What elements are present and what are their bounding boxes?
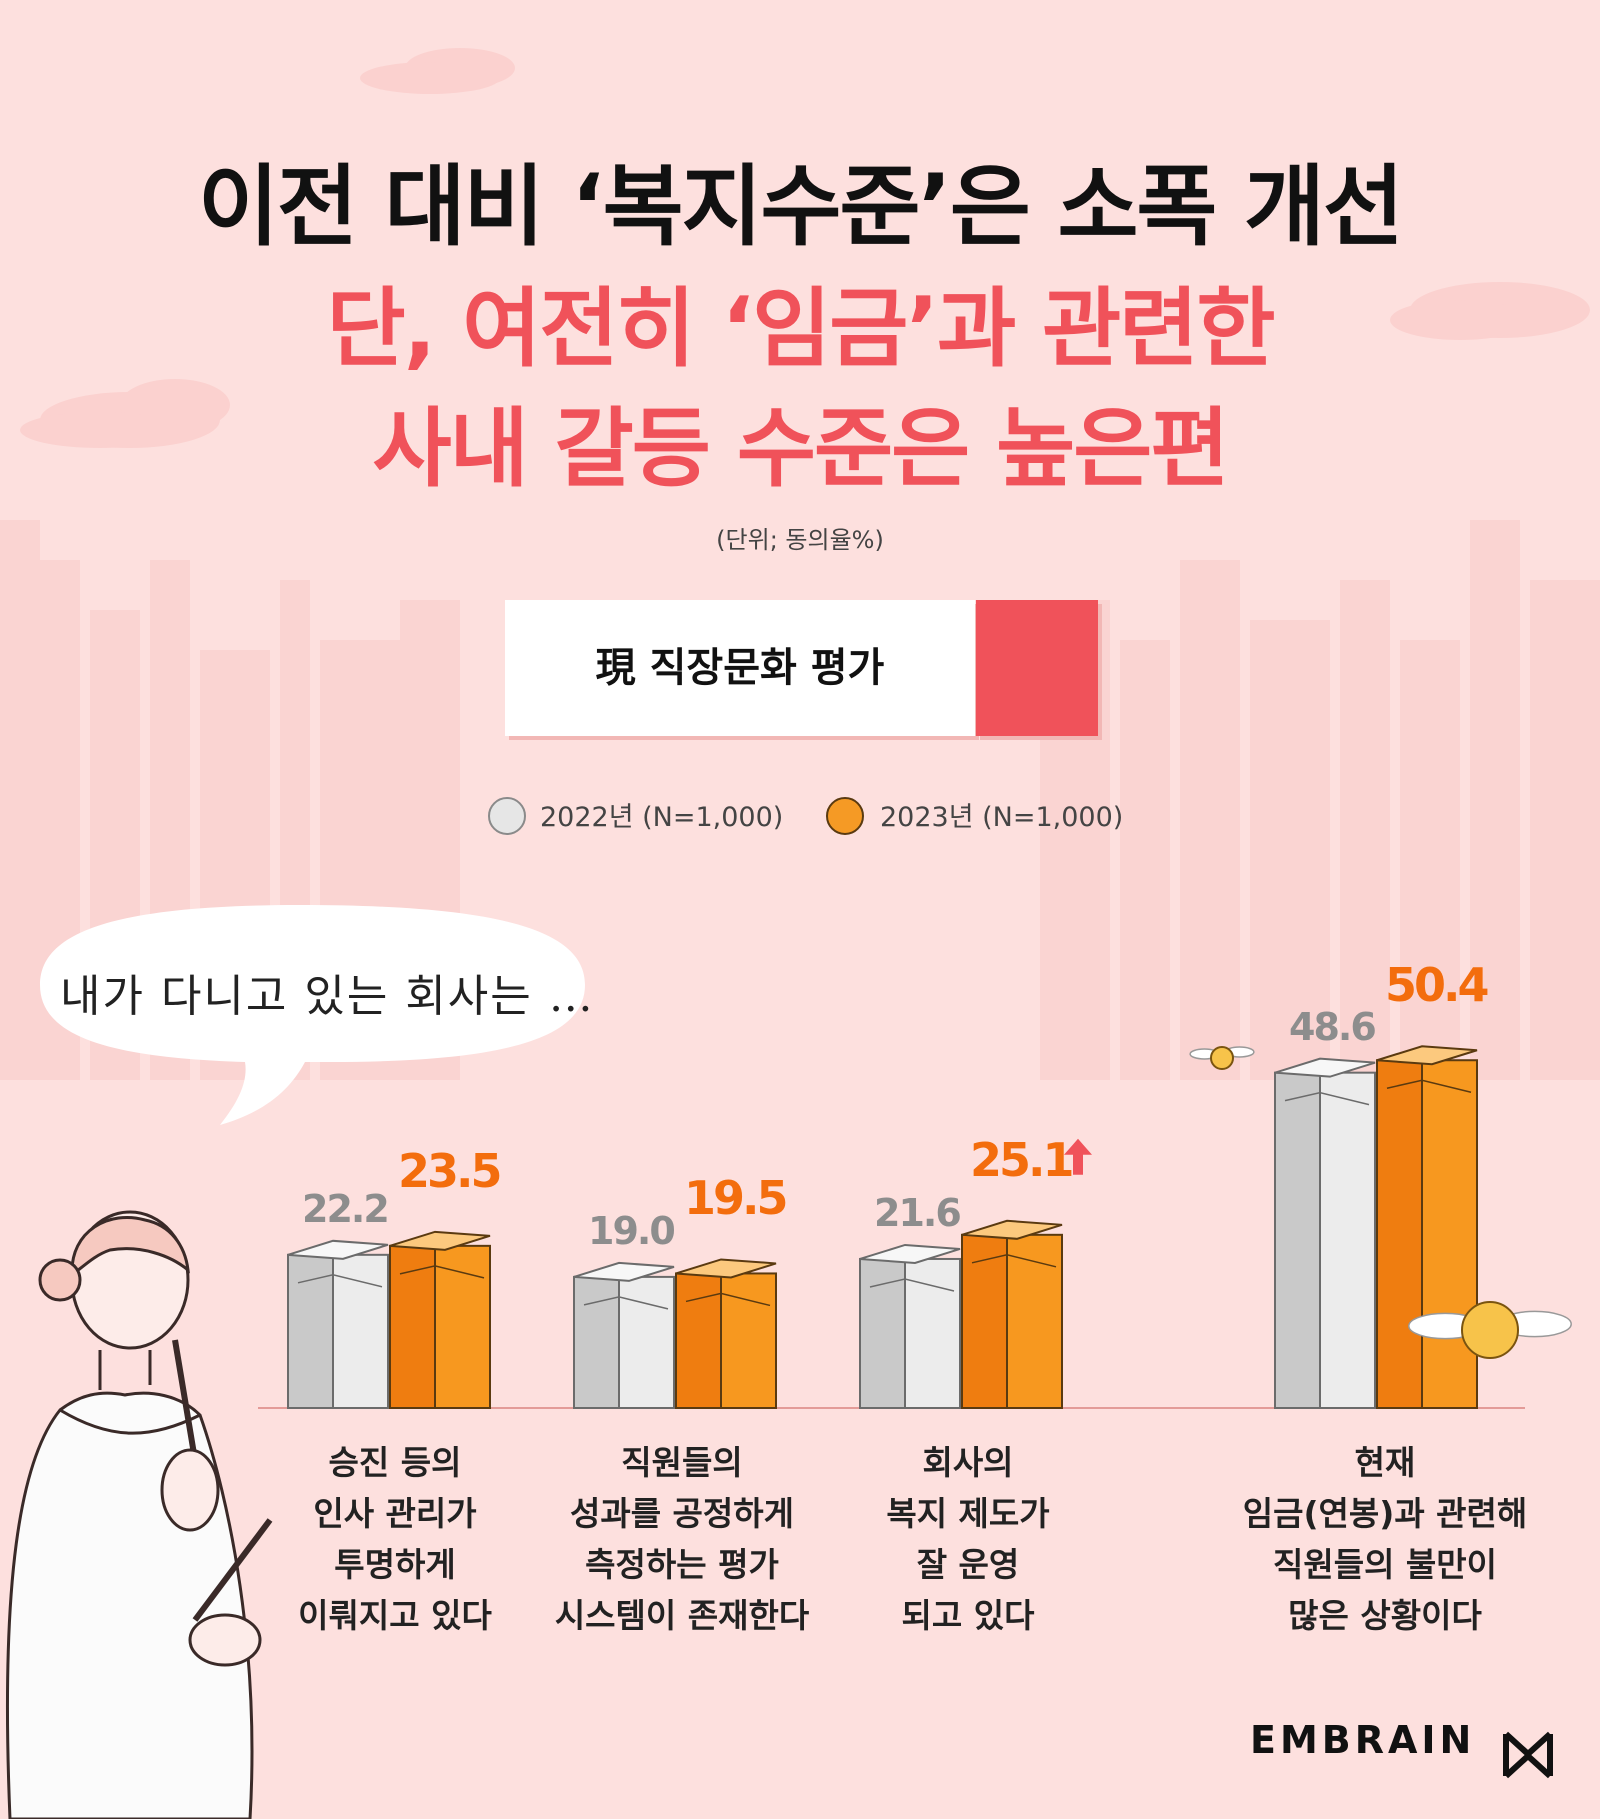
brand-logo: EMBRAIN (1250, 1718, 1475, 1762)
bar-2023-4 (1376, 1045, 1478, 1409)
brand-logo-text: EMBRAIN (1250, 1718, 1476, 1762)
value-label-2023-3: 25.1 (970, 1132, 1074, 1187)
bar-2023-2 (675, 1258, 777, 1409)
value-label-2022-2: 19.0 (588, 1208, 676, 1253)
category-4-line-1: 현재 (1354, 1443, 1416, 1482)
legend-2022-label: 2022년 (N=1,000) (540, 802, 784, 833)
category-label-2: 직원들의 성과를 공정하게 측정하는 평가 시스템이 존재한다 (522, 1437, 842, 1641)
title-line-3: 사내 갈등 수준은 높은편 (372, 399, 1229, 499)
legend-2023-label: 2023년 (N=1,000) (880, 802, 1124, 833)
coin-icon-large (1461, 1301, 1519, 1359)
brand-logo-mark-icon (1503, 1731, 1553, 1779)
title-line-2: 단, 여전히 ‘임금’과 관련한 (326, 279, 1275, 379)
title-line-1: 이전 대비 ‘복지수준’은 소폭 개선 (198, 155, 1404, 258)
legend-2022-swatch (488, 797, 526, 835)
category-1-line-2: 인사 관리가 (313, 1494, 477, 1533)
category-label-3: 회사의 복지 제도가 잘 운영 되고 있다 (808, 1437, 1128, 1641)
section-label-accent (976, 600, 1098, 736)
category-2-line-2: 성과를 공정하게 (569, 1494, 794, 1533)
value-label-2022-1: 22.2 (302, 1186, 390, 1231)
category-1-line-1: 승진 등의 (328, 1443, 462, 1482)
bar-2023-1 (389, 1230, 491, 1409)
bar-2023-3 (961, 1219, 1063, 1410)
bar-2022-3 (859, 1243, 961, 1409)
category-4-line-3: 직원들의 불만이 (1272, 1545, 1497, 1584)
section-label: 現 직장문화 평가 (595, 645, 885, 691)
value-label-2022-4: 48.6 (1289, 1004, 1377, 1049)
section-label-box (505, 600, 975, 736)
cloud-shapes (20, 48, 1590, 448)
bar-2022-4 (1274, 1057, 1376, 1410)
unit-note: (단위; 동의율%) (716, 526, 884, 554)
speech-bubble-text: 내가 다니고 있는 회사는 … (60, 971, 595, 1022)
coin-icon-small (1210, 1046, 1234, 1070)
value-label-2023-4: 50.4 (1385, 958, 1489, 1013)
category-2-line-3: 측정하는 평가 (585, 1545, 779, 1584)
up-arrow-icon (1064, 1138, 1092, 1175)
woman-illustration (5, 1210, 273, 1819)
category-3-line-4: 되고 있다 (901, 1596, 1035, 1635)
category-4-line-4: 많은 상황이다 (1288, 1596, 1482, 1635)
category-2-line-4: 시스템이 존재한다 (554, 1596, 810, 1635)
category-2-line-1: 직원들의 (621, 1443, 743, 1482)
value-label-2023-1: 23.5 (398, 1143, 502, 1198)
category-1-line-4: 이뤄지고 있다 (298, 1596, 492, 1635)
category-3-line-3: 잘 운영 (916, 1545, 1020, 1584)
value-label-2022-3: 21.6 (874, 1190, 962, 1235)
category-4-line-2: 임금(연봉)과 관련해 (1242, 1494, 1528, 1533)
category-3-line-1: 회사의 (922, 1443, 1014, 1482)
category-1-line-3: 투명하게 (334, 1545, 456, 1584)
legend-2023-swatch (826, 797, 864, 835)
category-label-4: 현재 임금(연봉)과 관련해 직원들의 불만이 많은 상황이다 (1225, 1437, 1545, 1641)
category-label-1: 승진 등의 인사 관리가 투명하게 이뤄지고 있다 (235, 1437, 555, 1641)
bar-2022-1 (287, 1239, 389, 1409)
category-3-line-2: 복지 제도가 (886, 1494, 1050, 1533)
bar-2022-2 (573, 1261, 675, 1410)
value-label-2023-2: 19.5 (684, 1171, 788, 1226)
